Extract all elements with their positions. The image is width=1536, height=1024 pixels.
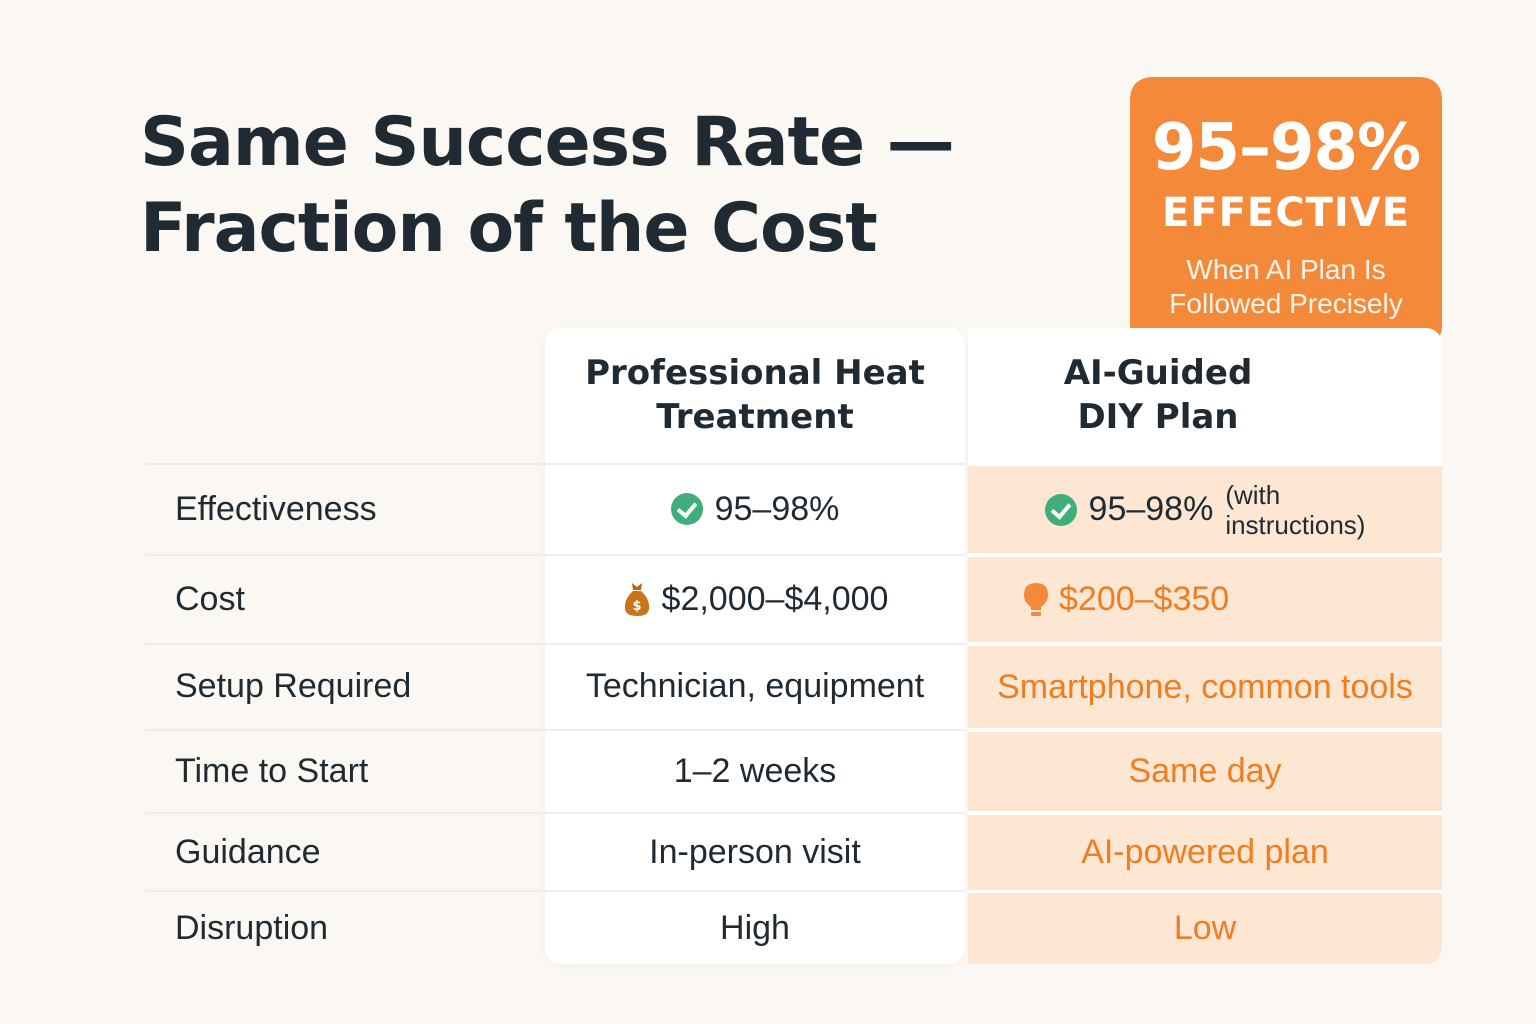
pro-column-bg xyxy=(545,328,965,964)
ai-value: 95–98% (with instructions) xyxy=(968,463,1442,553)
table-row: Effectiveness 95–98% 95–98% (with instru… xyxy=(145,463,1442,553)
badge-shape xyxy=(1130,77,1442,372)
table-row: Time to Start 1–2 weeks Same day xyxy=(145,729,1442,811)
ai-value-text: $200–$350 xyxy=(1059,580,1230,618)
ai-value-note: (with instructions) xyxy=(1225,479,1366,540)
ai-header-line-2: DIY Plan xyxy=(1077,396,1239,437)
badge-sub-2: Followed Precisely xyxy=(1169,288,1403,319)
ai-value-text: 95–98% xyxy=(1088,490,1214,528)
pro-header-line-1: Professional Heat xyxy=(585,352,925,393)
row-label: Effectiveness xyxy=(145,463,545,553)
pro-value: Technician, equipment xyxy=(545,643,965,728)
pro-value: High xyxy=(545,890,965,964)
pro-value: 95–98% xyxy=(545,463,965,553)
ai-value: Low xyxy=(968,890,1442,964)
badge-percent: 95–98% xyxy=(1151,111,1421,185)
row-label: Guidance xyxy=(145,812,545,890)
column-header-professional: Professional Heat Treatment xyxy=(545,328,965,461)
row-label: Disruption xyxy=(145,890,545,964)
page-title: Same Success Rate — Fraction of the Cost xyxy=(140,100,960,272)
check-circle-icon xyxy=(670,493,703,525)
table-row: Disruption High Low xyxy=(145,890,1442,964)
ai-value: AI-powered plan xyxy=(968,812,1442,890)
ai-value: $200–$350 xyxy=(968,554,1442,642)
title-line-1: Same Success Rate — xyxy=(140,103,955,182)
table-row: Guidance In-person visit AI-powered plan xyxy=(145,812,1442,890)
table-row: Cost $ $2,000–$4,000 $200–$350 xyxy=(145,554,1442,642)
pro-value: In-person visit xyxy=(545,812,965,890)
badge-sub-1: When AI Plan Is xyxy=(1186,254,1386,285)
pro-value-text: $2,000–$4,000 xyxy=(661,579,889,618)
ai-value: Smartphone, common tools xyxy=(968,643,1442,728)
check-circle-icon xyxy=(1044,493,1077,526)
pro-header-line-2: Treatment xyxy=(656,396,854,437)
ai-header-line-1: AI-Guided xyxy=(1063,352,1253,393)
row-label: Setup Required xyxy=(145,643,545,728)
table-row: Setup Required Technician, equipment Sma… xyxy=(145,643,1442,728)
title-line-2: Fraction of the Cost xyxy=(140,189,878,268)
badge-label: EFFECTIVE xyxy=(1161,190,1411,236)
pro-value: $ $2,000–$4,000 xyxy=(545,554,965,642)
money-bag-icon: $ xyxy=(624,583,649,616)
svg-text:$: $ xyxy=(632,599,641,614)
ai-value: Same day xyxy=(968,729,1442,811)
row-label: Cost xyxy=(145,554,545,642)
pro-value-text: 95–98% xyxy=(714,489,840,528)
row-label: Time to Start xyxy=(145,729,545,811)
column-header-ai: AI-Guided DIY Plan xyxy=(968,328,1348,461)
lightbulb-icon xyxy=(1024,582,1048,616)
effectiveness-badge: 95–98% EFFECTIVE When AI Plan Is Followe… xyxy=(1130,77,1442,372)
pro-value: 1–2 weeks xyxy=(545,729,965,811)
